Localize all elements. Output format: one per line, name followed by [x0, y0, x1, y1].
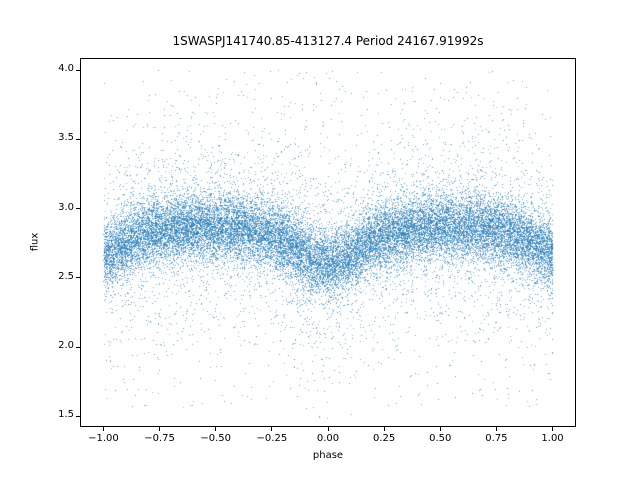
- x-tick-mark: [383, 427, 385, 431]
- y-tick-mark: [76, 277, 80, 279]
- y-tick-label: 3.0: [58, 201, 74, 213]
- x-tick-label: −1.00: [88, 433, 119, 444]
- y-tick-label: 4.0: [58, 63, 74, 75]
- x-tick-label: 0.00: [316, 433, 340, 444]
- x-tick-label: 0.50: [429, 433, 452, 444]
- y-tick-label: 2.0: [58, 340, 74, 352]
- x-tick-mark: [495, 427, 497, 431]
- y-tick-mark: [76, 138, 80, 140]
- chart-title: 1SWASPJ141740.85-413127.4 Period 24167.9…: [172, 34, 484, 48]
- y-tick-mark: [76, 346, 80, 348]
- x-tick-mark: [327, 427, 329, 431]
- y-tick-mark: [76, 415, 80, 417]
- scatter-points-canvas: [81, 59, 575, 426]
- x-tick-label: −0.75: [144, 433, 175, 444]
- y-tick-mark: [76, 69, 80, 71]
- y-axis-label: flux: [29, 232, 41, 252]
- y-tick-label: 3.5: [58, 132, 74, 144]
- y-tick-mark: [76, 208, 80, 210]
- x-tick-label: −0.25: [256, 433, 288, 444]
- y-tick-label: 2.5: [58, 270, 74, 282]
- x-tick-mark: [552, 427, 554, 431]
- x-axis-label: phase: [312, 450, 344, 461]
- plot-area: [80, 58, 576, 427]
- x-tick-label: 0.75: [485, 433, 508, 444]
- x-tick-label: 0.25: [372, 433, 396, 444]
- x-tick-label: 1.00: [541, 433, 564, 444]
- x-tick-mark: [215, 427, 217, 431]
- x-tick-mark: [271, 427, 273, 431]
- x-tick-mark: [159, 427, 161, 431]
- y-tick-label: 1.5: [58, 409, 74, 421]
- x-tick-mark: [102, 427, 104, 431]
- x-tick-label: −0.50: [200, 433, 232, 444]
- x-tick-mark: [439, 427, 441, 431]
